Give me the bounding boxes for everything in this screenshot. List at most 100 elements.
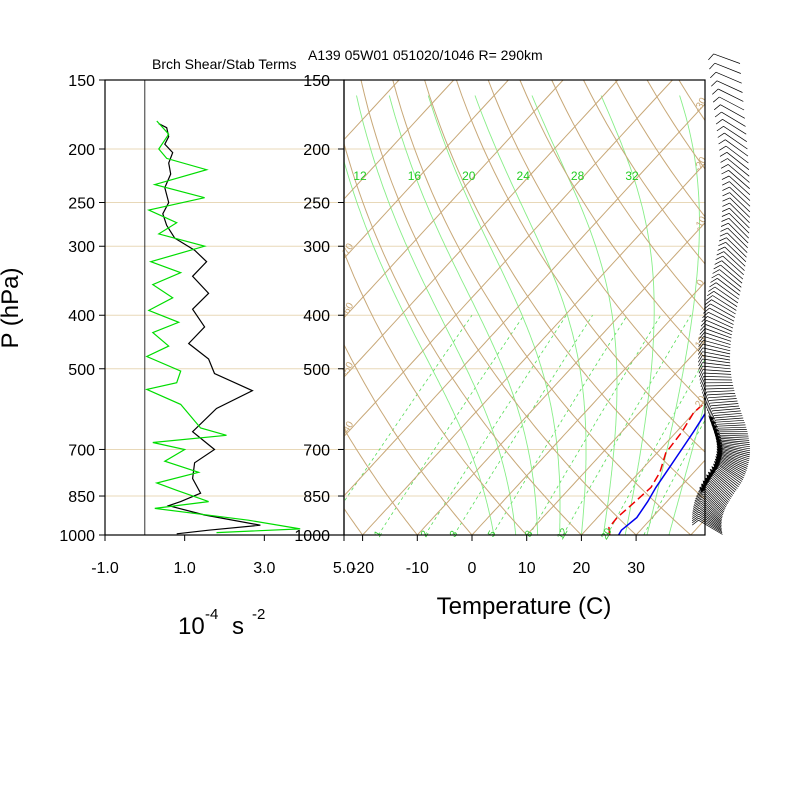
wind-barb-staff-36 [719,269,742,288]
left-y-axis-label: P (hPa) [0,268,24,349]
left-x-axis-label-unit-exponent: -2 [252,606,265,623]
wind-barb-feather-64 [700,379,705,388]
wind-barb-feather-138 [692,510,700,515]
isotherm--50 [344,80,619,378]
wind-barb-feather-7 [714,111,722,118]
wind-barb-feather-32 [716,251,725,256]
left-series-line-1 [144,120,301,534]
wind-barb-staff-34 [721,260,744,280]
dry-adiabat-40 [392,80,692,535]
wind-barb-staff-31 [724,246,746,267]
wind-barb-staff-107 [720,461,745,477]
isotherm-lines [344,80,705,535]
moist-adiabat-label-24: 24 [517,169,531,183]
wind-barb-staff-3 [716,80,743,93]
isotherm--30 [344,103,705,497]
wind-barb-feather-55 [698,347,703,355]
moist-adiabat-20 [474,95,587,535]
wind-barb-staff-45 [709,307,735,322]
right-y-tick-label-500: 500 [303,362,330,379]
wind-barb-feather-46 [702,312,709,318]
right-y-tick-labels: 150 200 250 300 400 500 700 850 1000 [294,73,344,545]
mixing-ratio-line-12 [562,314,692,535]
wind-barb-staff-19 [729,186,751,207]
right-y-tick-label-850: 850 [303,489,330,506]
wind-barb-pennant-126 [699,486,706,493]
wind-barb-staff-21 [729,197,751,218]
mixing-ratio-line-30 [643,419,705,535]
wind-barb-staff-83 [718,426,747,429]
moist-adiabat-label-16: 16 [408,169,422,183]
wind-barb-feather-10 [717,132,725,138]
wind-barb-feather-142 [691,517,699,524]
wind-barb-staff-59 [702,362,731,367]
mixing-ratio-label-5: 5 [486,529,499,540]
wind-barb-staff-73 [710,403,739,407]
wind-barb-feather-57 [697,355,703,363]
wind-barb-feather-36 [712,269,720,274]
wind-barb-staff-2 [715,71,742,84]
wind-barb-feather-13 [719,151,728,157]
wind-barb-feather-23 [722,207,730,212]
wind-barb-feather-67 [702,388,707,397]
wind-barb-staff-97 [722,449,750,458]
left-x-tick-label-3: 5.0 [333,560,355,577]
wind-barb-feather-6 [713,104,721,111]
wind-barb-feather-33 [715,255,724,261]
sounding-line-0 [617,412,705,535]
wind-barb-staff-68 [706,390,735,393]
isotherm-0 [471,281,705,535]
wind-barb-staff-46 [708,311,734,325]
wind-barb-staff-55 [702,347,731,355]
wind-barb-staff-115 [714,472,737,491]
moist-adiabat-label-20: 20 [462,169,476,183]
wind-barb-staff-101 [722,454,749,466]
wind-barb-staff-16 [728,170,750,189]
wind-barb-staff-110 [718,465,743,482]
wind-barb-staff-139 [698,511,722,529]
dry-adiabat-80 [519,80,705,359]
wind-barb-staff-95 [722,446,751,454]
wind-barb-staff-57 [702,355,731,361]
moist-adiabat-label-32: 32 [625,169,639,183]
wind-barb-feather-130 [695,495,703,500]
dry-adiabat-70 [487,80,705,406]
wind-barb-feather-140 [691,513,699,519]
isotherm-label-0: 0 [695,278,708,289]
wind-barb-feather-141 [691,515,699,522]
wind-barb-staff-63 [703,376,732,378]
wind-barb-feather-42 [705,295,713,301]
wind-barb-staff-62 [703,372,732,375]
mixing-ratio-lines [344,314,705,535]
wind-barb-staff-126 [705,488,726,509]
wind-barb-feather-59 [698,362,703,370]
isotherm--20 [362,162,705,535]
wind-barb-feather-3 [711,80,718,87]
wind-barb-feather-27 [720,227,728,232]
dry-adiabat-20 [344,141,582,535]
wind-barb-feather-24 [721,212,730,217]
wind-barb-feather-129 [695,493,704,498]
wind-barb-staff-10 [724,132,748,150]
wind-barb-staff-90 [721,439,750,443]
wind-barb-feather-132 [694,498,702,503]
wind-barb-staff-37 [718,273,741,292]
wind-barb-staff-26 [728,222,749,244]
wind-barb-feather-45 [703,307,710,314]
mixing-ratio-line-5 [492,314,628,535]
wind-barb-feather-0 [708,53,714,61]
wind-barb-staff-18 [729,181,751,201]
wind-barb-feather-134 [693,502,701,507]
wind-barb-feather-60 [698,365,703,374]
wind-barb-feather-71 [706,400,710,409]
wind-barb-feather-31 [717,246,725,251]
wind-barb-staff-122 [708,482,729,503]
wind-barb-staff-44 [710,303,735,318]
wind-barb-staff-105 [720,458,747,473]
wind-barb-staff-141 [698,515,723,532]
wind-barb-staff-89 [721,438,750,441]
wind-barb-staff-109 [719,464,744,480]
wind-barb-staff-106 [720,460,746,475]
